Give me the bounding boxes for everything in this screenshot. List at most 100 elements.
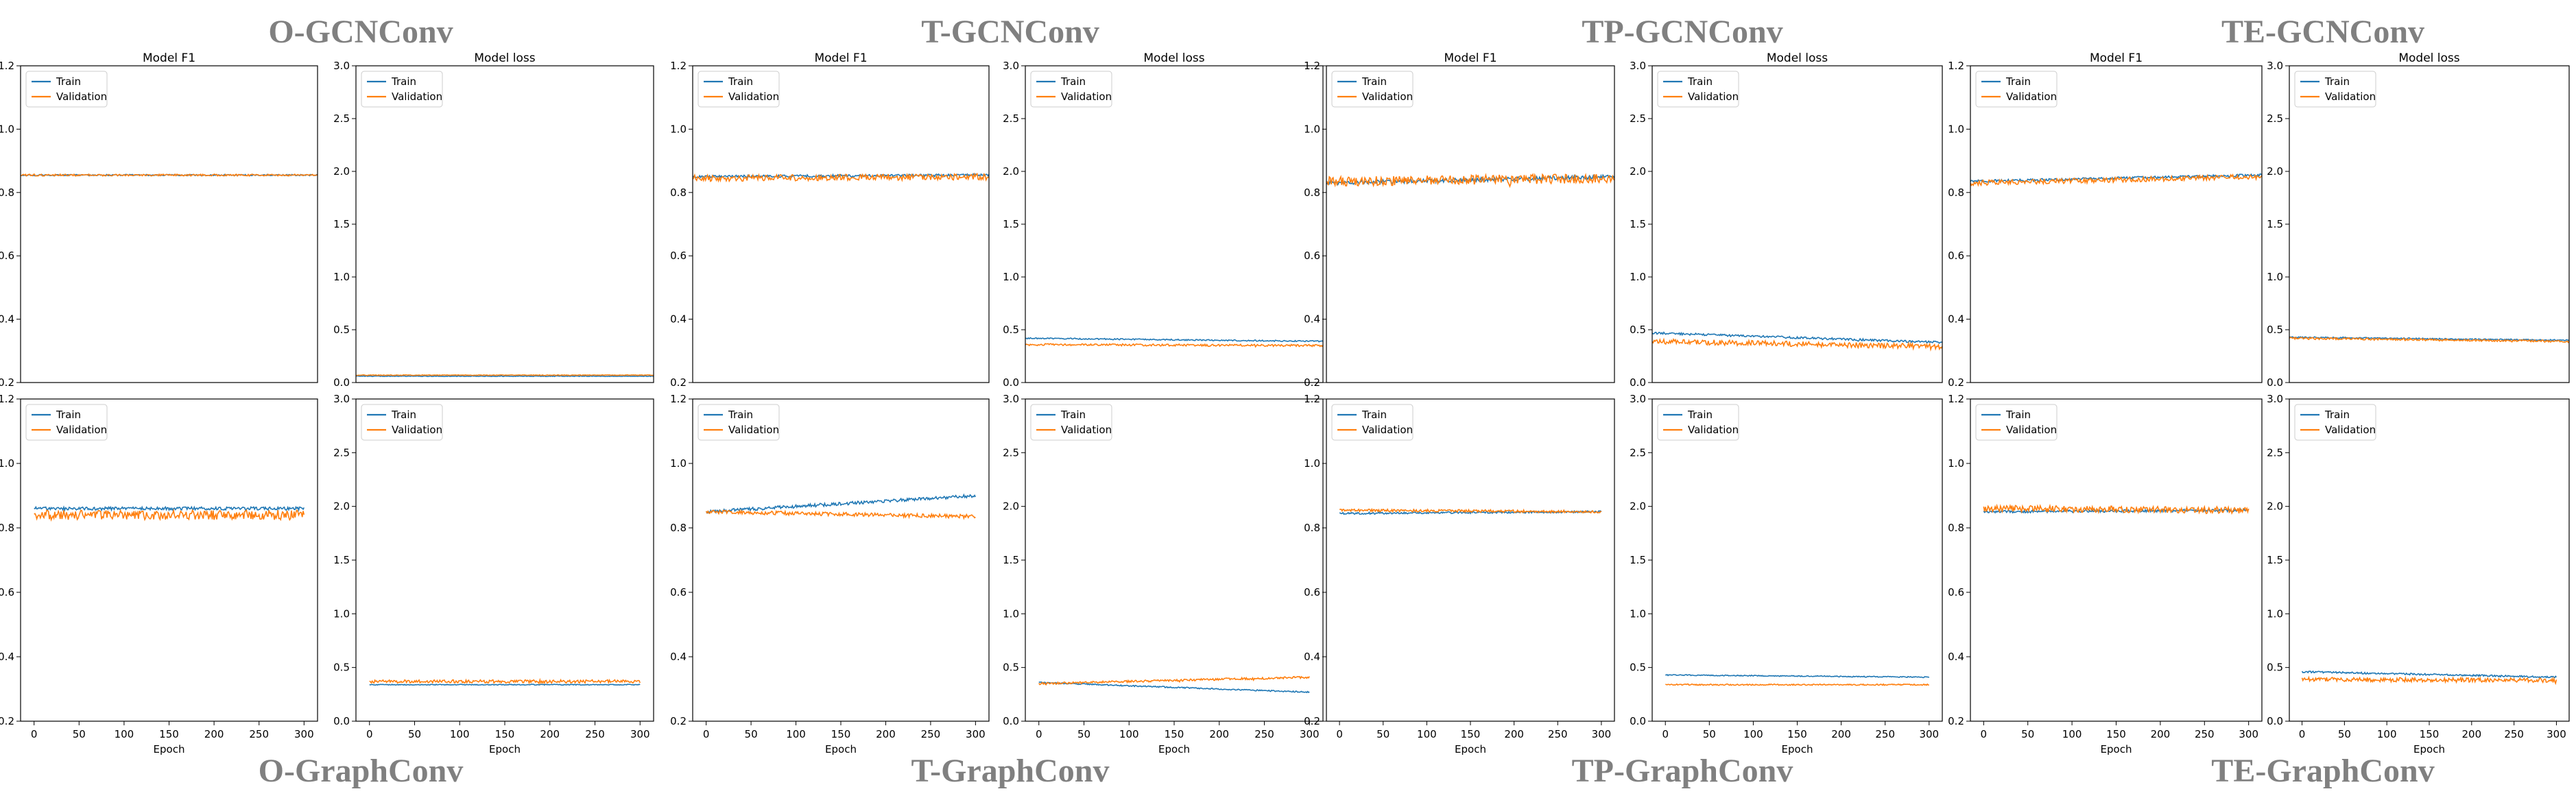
y-tick-label: 1.2 bbox=[670, 393, 687, 405]
y-tick-label: 0.0 bbox=[1003, 376, 1019, 389]
legend-entry: Train bbox=[1361, 75, 1387, 88]
legend-entry: Validation bbox=[2325, 90, 2376, 103]
y-tick-label: 1.0 bbox=[0, 457, 14, 470]
chart-panel-tp-gcn-f1: Model F1 0.2 0.4 0.6 0.8 1.0 1.2 Train Validatio… bbox=[1304, 51, 1615, 389]
y-tick-label: 1.5 bbox=[2267, 554, 2283, 566]
group-title: O-GCNConv bbox=[268, 14, 453, 50]
y-tick-label: 2.5 bbox=[1630, 112, 1646, 125]
series-line-validation bbox=[1652, 337, 1942, 352]
axes-frame bbox=[355, 398, 654, 722]
x-tick-label: 0 bbox=[31, 728, 38, 740]
x-axis-label: Epoch bbox=[2413, 743, 2445, 755]
legend-entry: Validation bbox=[56, 90, 107, 103]
series-line-validation bbox=[2301, 675, 2557, 686]
legend: Train Validation bbox=[25, 71, 108, 108]
x-axis-label: Epoch bbox=[1158, 743, 1190, 755]
x-tick-label: 0 bbox=[703, 728, 710, 740]
legend: Train Validation bbox=[361, 71, 443, 108]
legend-box bbox=[2294, 71, 2376, 108]
series-line-validation bbox=[1326, 173, 1614, 189]
x-tick-label: 300 bbox=[966, 728, 986, 740]
y-tick-label: 1.2 bbox=[670, 60, 687, 72]
legend-box bbox=[1657, 404, 1739, 441]
x-tick-label: 50 bbox=[745, 728, 758, 740]
x-tick-label: 150 bbox=[1461, 728, 1481, 740]
x-tick-label: 0 bbox=[2299, 728, 2306, 740]
legend-entry: Validation bbox=[1362, 424, 1413, 436]
legend-box bbox=[1657, 71, 1739, 108]
y-tick-label: 0.0 bbox=[1630, 715, 1646, 727]
y-tick-label: 3.0 bbox=[1003, 393, 1019, 405]
x-tick-label: 200 bbox=[1504, 728, 1524, 740]
series-line-validation bbox=[2289, 336, 2569, 343]
y-tick-label: 1.2 bbox=[1948, 60, 1964, 72]
legend-entry: Train bbox=[1060, 409, 1086, 421]
x-tick-label: 200 bbox=[540, 728, 560, 740]
legend: Train Validation bbox=[2294, 404, 2376, 441]
y-tick-label: 1.2 bbox=[0, 60, 14, 72]
y-tick-label: 3.0 bbox=[1003, 60, 1019, 72]
y-tick-label: 2.0 bbox=[1630, 165, 1646, 178]
y-tick-label: 1.0 bbox=[2267, 271, 2283, 283]
series-line-train bbox=[1038, 681, 1310, 694]
y-tick-label: 2.0 bbox=[1003, 500, 1019, 513]
panel-title: Model loss bbox=[2398, 51, 2459, 65]
y-tick-label: 0.5 bbox=[1003, 662, 1019, 674]
y-tick-label: 1.5 bbox=[2267, 218, 2283, 230]
axes-frame bbox=[692, 398, 990, 722]
chart-panel-te-graph-loss: 0.0 0.5 1.0 1.5 2.0 2.5 3.0 0 50 100 150 200 250 300 E… bbox=[2267, 393, 2570, 755]
y-tick-label: 1.0 bbox=[0, 123, 14, 135]
x-tick-label: 300 bbox=[1592, 728, 1612, 740]
legend-entry: Train bbox=[56, 75, 81, 88]
x-tick-label: 50 bbox=[2338, 728, 2351, 740]
y-tick-label: 0.6 bbox=[670, 586, 687, 598]
x-tick-label: 100 bbox=[2062, 728, 2082, 740]
group-title: O-GraphConv bbox=[259, 753, 464, 789]
legend: Train Validation bbox=[1975, 404, 2058, 441]
legend-entry: Train bbox=[391, 409, 416, 421]
series-line-validation bbox=[34, 508, 305, 522]
panel-title: Model F1 bbox=[143, 51, 195, 65]
x-tick-label: 300 bbox=[1300, 728, 1320, 740]
y-tick-label: 0.2 bbox=[670, 715, 687, 727]
x-tick-label: 200 bbox=[876, 728, 896, 740]
y-tick-label: 0.2 bbox=[1948, 376, 1964, 389]
series-line-validation bbox=[1970, 173, 2262, 187]
y-tick-label: 0.2 bbox=[1948, 715, 1964, 727]
y-tick-label: 1.0 bbox=[670, 457, 687, 470]
x-tick-label: 100 bbox=[1417, 728, 1437, 740]
axes-frame bbox=[1970, 65, 2263, 383]
x-tick-label: 150 bbox=[159, 728, 179, 740]
y-tick-label: 0.8 bbox=[1304, 522, 1320, 534]
axes-frame bbox=[355, 65, 654, 383]
x-tick-label: 200 bbox=[2461, 728, 2481, 740]
group-title: T-GCNConv bbox=[921, 14, 1099, 50]
legend-box bbox=[1331, 71, 1414, 108]
legend-entry: Train bbox=[1687, 409, 1713, 421]
x-tick-label: 200 bbox=[2151, 728, 2171, 740]
x-axis-label: Epoch bbox=[1782, 743, 1813, 755]
y-tick-label: 1.0 bbox=[333, 607, 350, 620]
y-tick-label: 3.0 bbox=[2267, 60, 2283, 72]
legend-entry: Validation bbox=[392, 424, 442, 436]
y-tick-label: 0.5 bbox=[1630, 662, 1646, 674]
axes-frame bbox=[1970, 398, 2263, 722]
y-tick-label: 0.5 bbox=[2267, 324, 2283, 336]
y-tick-label: 0.0 bbox=[2267, 376, 2283, 389]
x-tick-label: 0 bbox=[1336, 728, 1343, 740]
series-line-validation bbox=[1025, 343, 1323, 348]
y-tick-label: 0.0 bbox=[333, 376, 350, 389]
legend-box bbox=[361, 404, 443, 441]
legend: Train Validation bbox=[361, 404, 443, 441]
chart-panel-o-gcn-f1: Model F1 0.2 0.4 0.6 0.8 1.0 1.2 Train Validatio… bbox=[0, 51, 318, 389]
y-tick-label: 1.2 bbox=[1948, 393, 1964, 405]
x-tick-label: 50 bbox=[1077, 728, 1090, 740]
series-line-validation bbox=[21, 173, 318, 178]
x-tick-label: 150 bbox=[831, 728, 851, 740]
y-tick-label: 0.4 bbox=[1948, 313, 1964, 326]
y-tick-label: 2.5 bbox=[1630, 446, 1646, 459]
y-tick-label: 1.2 bbox=[1304, 60, 1320, 72]
legend: Train Validation bbox=[697, 404, 780, 441]
legend-box bbox=[697, 71, 780, 108]
legend-entry: Train bbox=[2005, 75, 2031, 88]
